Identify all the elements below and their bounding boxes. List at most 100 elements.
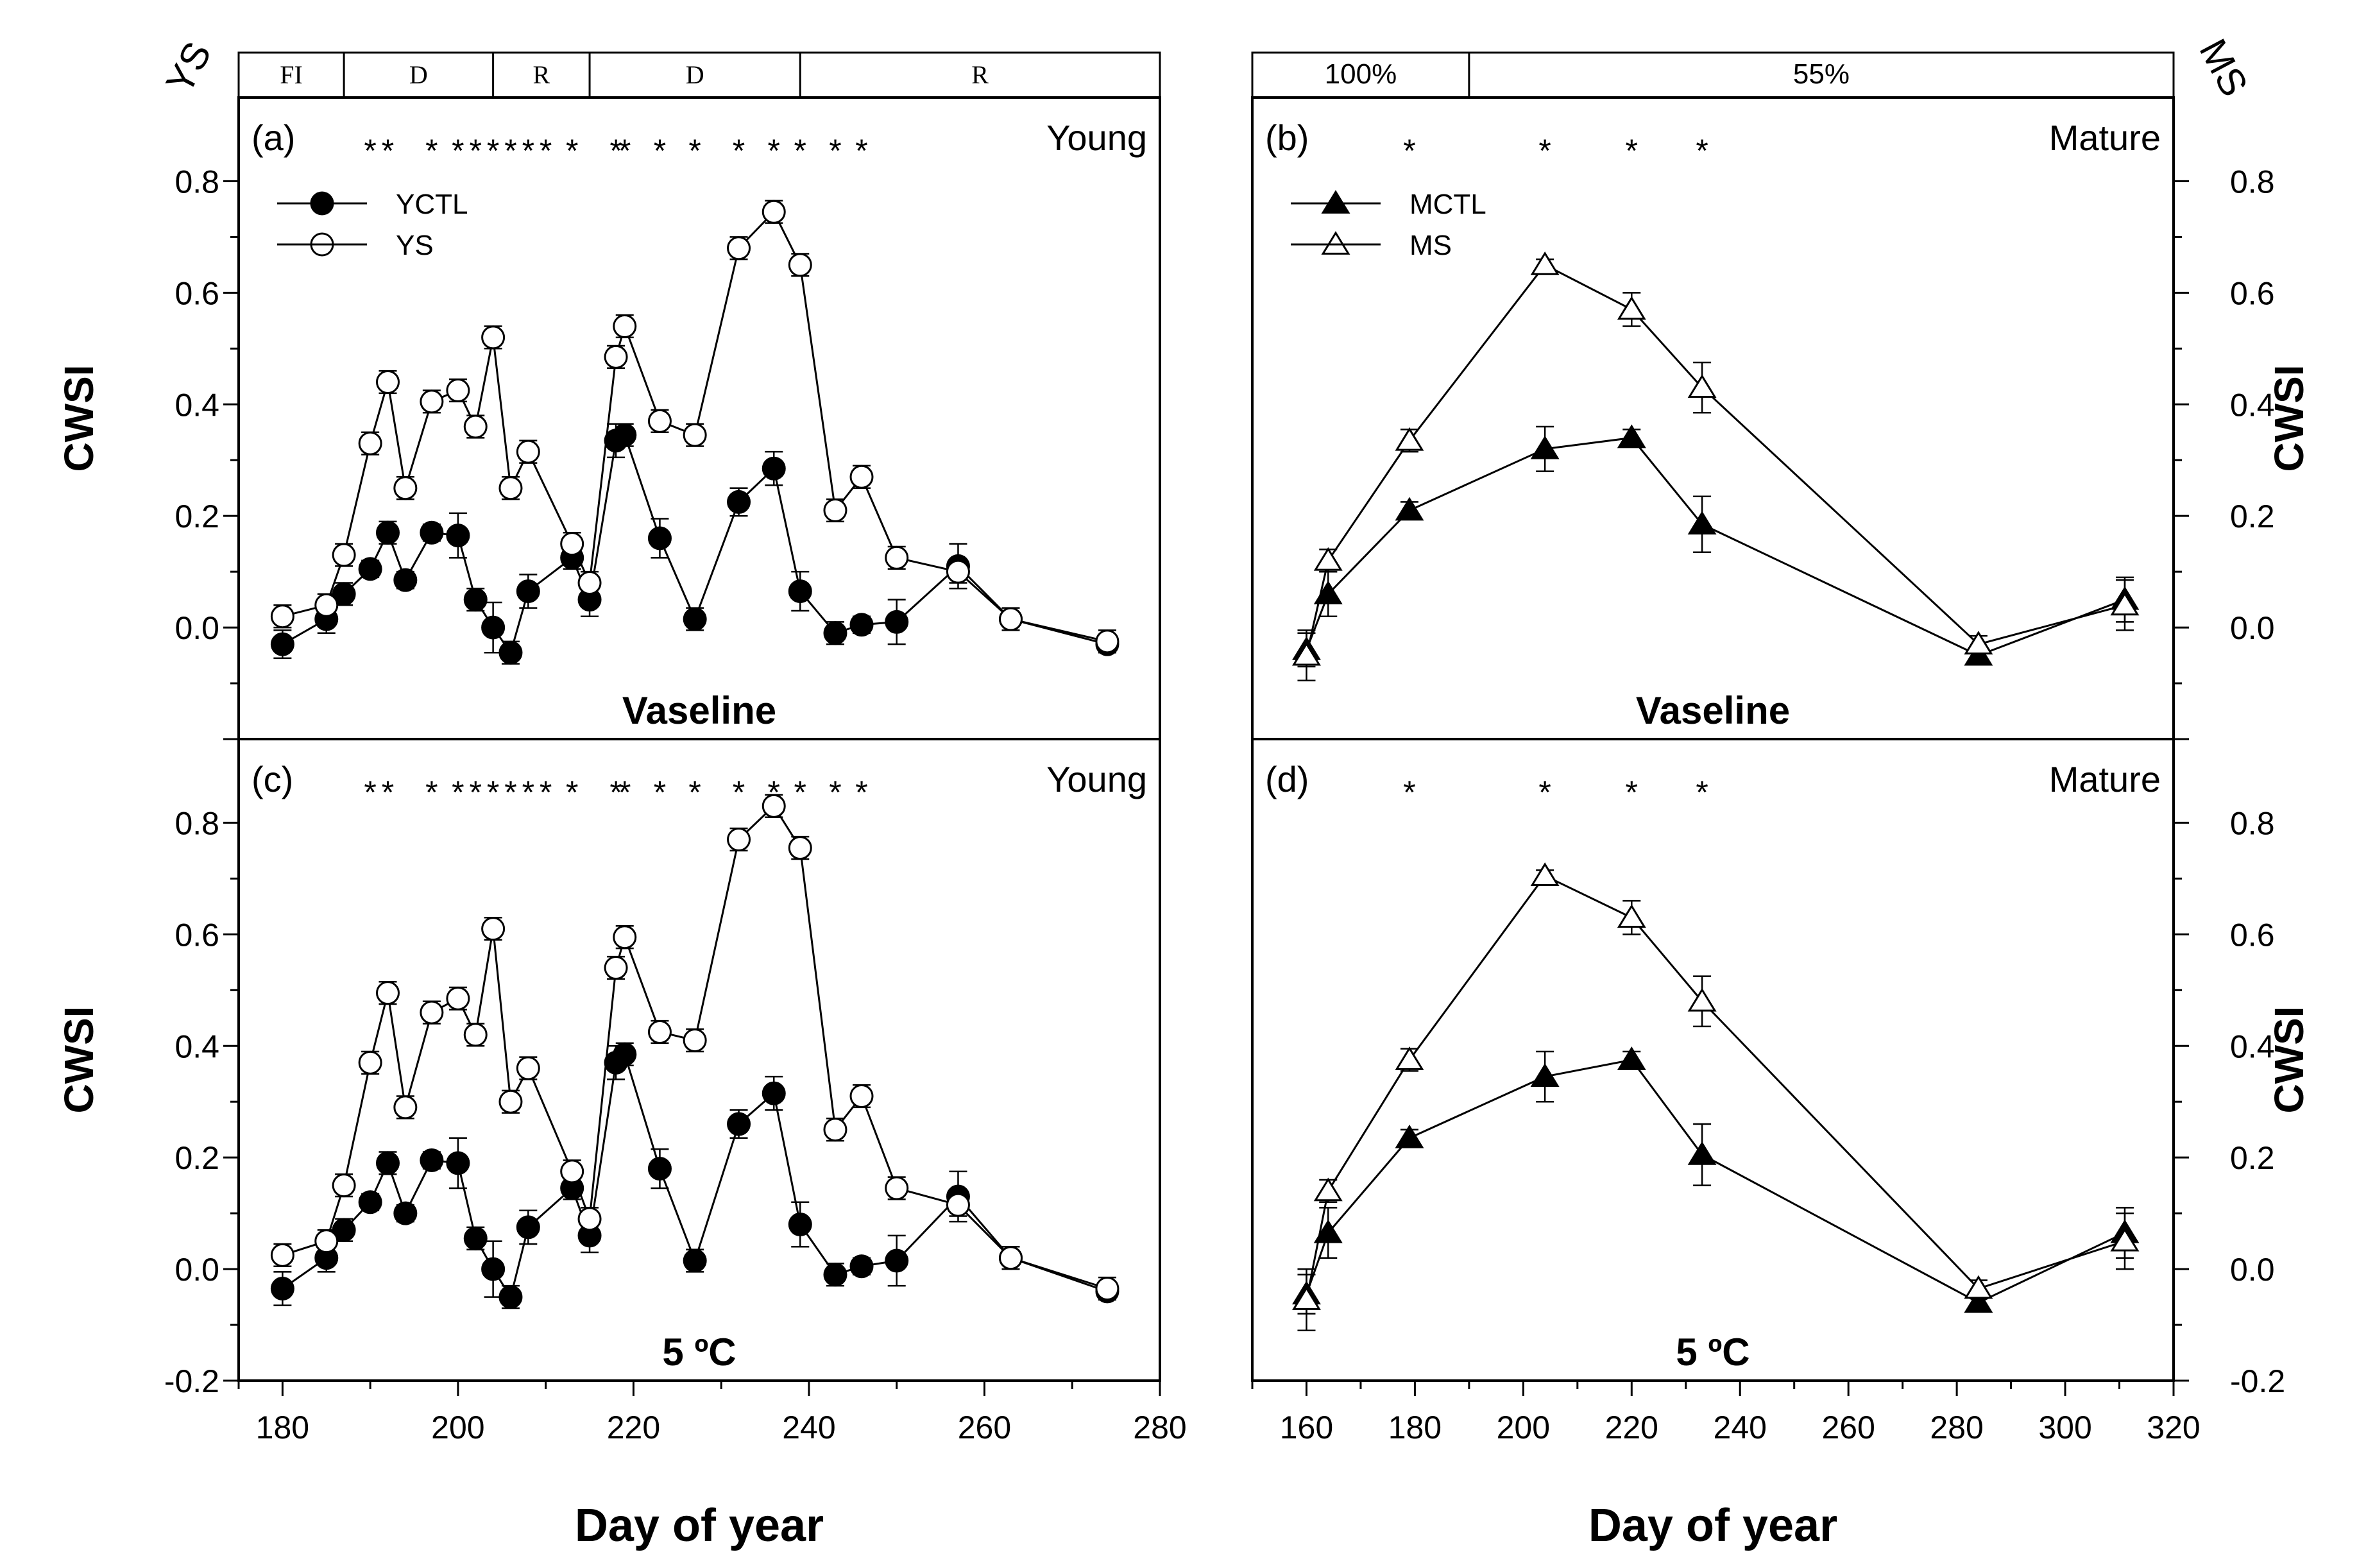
data-point-ys [446, 986, 470, 1010]
data-point-yctl [885, 1248, 909, 1273]
data-point-ms [1291, 642, 1321, 666]
data-point-ys [823, 498, 847, 522]
data-point-ys [823, 1118, 847, 1142]
data-point-ys [314, 1229, 339, 1254]
phase-bars: FI D R D R 100% 55% YS MS [158, 32, 2256, 103]
data-point-yctl [393, 1201, 418, 1225]
data-point-yctl [420, 520, 444, 545]
data-point-ys [358, 431, 382, 456]
significance-star: * [768, 774, 780, 810]
data-point-yctl [647, 526, 672, 550]
x-tick-label: 260 [958, 1410, 1011, 1445]
data-point-yctl [727, 1112, 751, 1136]
data-point-yctl [270, 632, 294, 656]
y-tick-label: 0.8 [175, 164, 219, 200]
data-point-yctl [849, 1254, 874, 1279]
series-line-ms [1306, 263, 2125, 656]
series-line-ms [1306, 874, 2125, 1300]
significance-star: * [364, 774, 376, 810]
data-point-ys [270, 604, 294, 629]
data-point-yctl [393, 568, 418, 592]
significance-star: * [504, 774, 516, 810]
x-tick-label: 240 [782, 1410, 835, 1445]
data-point-ms [2110, 1227, 2140, 1252]
group-label: Mature [2049, 759, 2161, 799]
significance-star: * [609, 774, 622, 810]
data-point-ys [727, 828, 751, 852]
significance-star: * [654, 774, 666, 810]
y-tick-label: 0.0 [2230, 610, 2275, 646]
data-point-ys [647, 1020, 672, 1044]
significance-star: * [452, 774, 464, 810]
data-point-yctl [446, 524, 470, 548]
significance-star: * [1538, 133, 1551, 169]
significance-star: * [364, 133, 376, 169]
data-point-ys [849, 1084, 874, 1109]
significance-star: * [733, 133, 745, 169]
data-point-ys [1095, 629, 1119, 654]
legend-label: YS [396, 230, 434, 261]
data-point-ys [498, 476, 523, 500]
y-tick-label: 0.8 [2230, 164, 2275, 200]
significance-star: * [688, 774, 701, 810]
x-tick-label: 220 [607, 1410, 660, 1445]
significance-star: * [1403, 774, 1415, 810]
significance-star: * [654, 133, 666, 169]
data-point-mctl [1313, 581, 1343, 604]
data-point-ys [332, 543, 356, 567]
panel-label: (d) [1265, 759, 1309, 799]
data-point-yctl [823, 621, 847, 645]
significance-star: * [487, 774, 499, 810]
data-point-yctl [516, 1215, 540, 1240]
x-tick-label: 280 [1930, 1410, 1983, 1445]
data-point-ms [1313, 1177, 1343, 1202]
y-tick-label: 0.2 [175, 499, 219, 534]
significance-star: * [566, 774, 578, 810]
data-point-ms [1964, 1275, 1993, 1299]
data-point-ys [683, 1028, 707, 1053]
data-point-ys [849, 464, 874, 489]
data-point-ys [647, 409, 672, 433]
y-tick-label: -0.2 [164, 1363, 219, 1399]
significance-star: * [487, 133, 499, 169]
data-point-yctl [463, 588, 488, 612]
x-axis-title: Day of year [1588, 1500, 1837, 1551]
significance-star: * [470, 133, 482, 169]
significance-star: * [425, 133, 438, 169]
phase_bar_young-phase-bar [237, 51, 1161, 99]
data-point-yctl [788, 1213, 812, 1237]
data-point-yctl [613, 1042, 637, 1066]
data-point-yctl [481, 615, 506, 640]
data-point-yctl [823, 1263, 847, 1287]
data-point-ms [1617, 296, 1646, 320]
data-point-ys [375, 370, 400, 394]
data-point-yctl [683, 1248, 707, 1273]
treatment-label: Vaseline [622, 689, 776, 732]
significance-star: * [522, 774, 534, 810]
phase_bar_young-phase-label: D [686, 60, 704, 89]
data-point-ms [1530, 862, 1560, 886]
legend-marker [1321, 231, 1350, 255]
data-point-ys [762, 794, 786, 818]
data-point-yctl [849, 613, 874, 637]
significance-star: * [382, 133, 394, 169]
data-point-ys [481, 917, 506, 941]
data-point-ys [375, 981, 400, 1005]
phase_bar_young-phase-label: FI [280, 60, 303, 89]
data-point-ys [332, 1173, 356, 1198]
significance-star: * [618, 133, 631, 169]
phase_bar_young-phase-label: D [409, 60, 428, 89]
significance-star: * [540, 133, 552, 169]
data-point-mctl [1617, 1046, 1646, 1070]
data-point-ys [358, 1050, 382, 1075]
panel-frames [237, 96, 2175, 1382]
data-point-ys [788, 836, 812, 860]
data-point-yctl [613, 423, 637, 447]
significance-star: * [1696, 774, 1708, 810]
x-tick-label: 180 [1388, 1410, 1442, 1445]
data-point-mctl [1313, 1219, 1343, 1243]
significance-star: * [470, 774, 482, 810]
legend-label: YCTL [396, 189, 468, 220]
significance-star: * [733, 774, 745, 810]
